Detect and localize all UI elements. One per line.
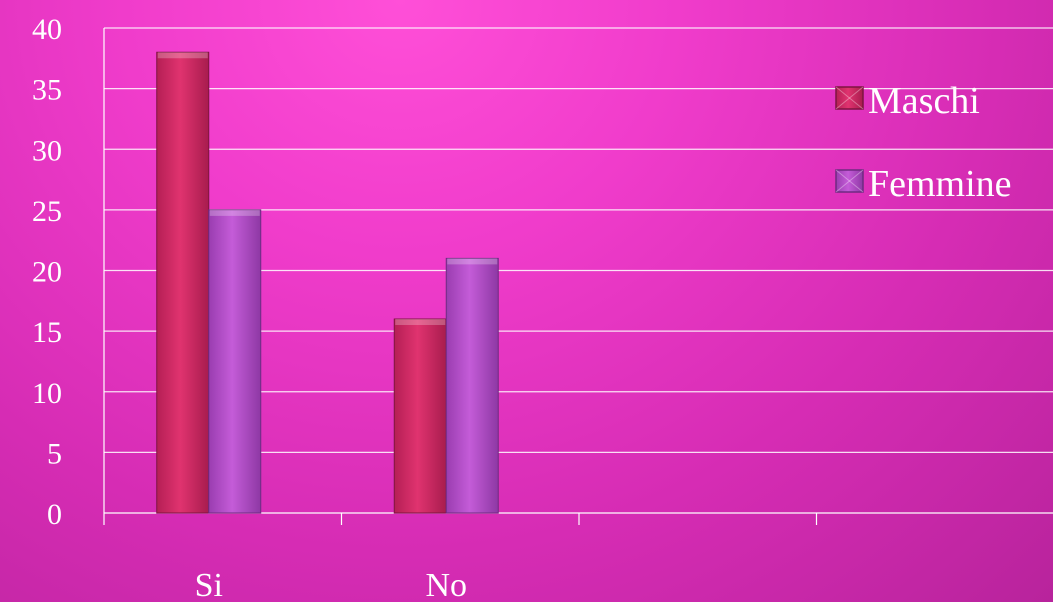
axes: [103, 28, 1053, 525]
y-tick-label: 10: [32, 377, 62, 410]
y-tick-label: 20: [32, 256, 62, 289]
legend-swatch-bevel: [835, 86, 864, 110]
tick-labels: 0 5 10 15 20 25 30 35 40 Si No: [32, 13, 467, 602]
legend-swatch-bevel: [835, 86, 864, 110]
bar-highlight: [395, 319, 446, 325]
gridlines: [104, 27, 1053, 453]
bar-highlight: [447, 258, 498, 265]
legend-swatch-maschi: [835, 86, 864, 110]
legend: Maschi Femmine: [835, 80, 1012, 205]
bar-femmine-si: [208, 209, 262, 514]
y-tick-label: 5: [47, 437, 62, 470]
legend-label-femmine: Femmine: [868, 163, 1012, 205]
y-tick-label: 25: [32, 195, 62, 228]
legend-swatch-bevel: [835, 169, 864, 193]
bar-femmine-no: [445, 257, 499, 514]
y-tick-label: 35: [32, 74, 62, 107]
y-tick-label: 30: [32, 134, 62, 167]
legend-swatch-femmine: [835, 169, 864, 193]
legend-label-maschi: Maschi: [868, 80, 980, 122]
bar-maschi-no: [393, 318, 447, 514]
legend-swatch-bevel: [835, 169, 864, 193]
bar-maschi-si: [156, 51, 210, 514]
x-tick-label: No: [425, 567, 467, 602]
bar-highlight: [209, 209, 260, 216]
y-tick-label: 0: [47, 498, 62, 531]
bars: [156, 51, 499, 514]
y-tick-label: 40: [32, 13, 62, 46]
y-tick-label: 15: [32, 316, 62, 349]
x-tick-label: Si: [195, 567, 223, 602]
bar-highlight: [157, 52, 208, 59]
